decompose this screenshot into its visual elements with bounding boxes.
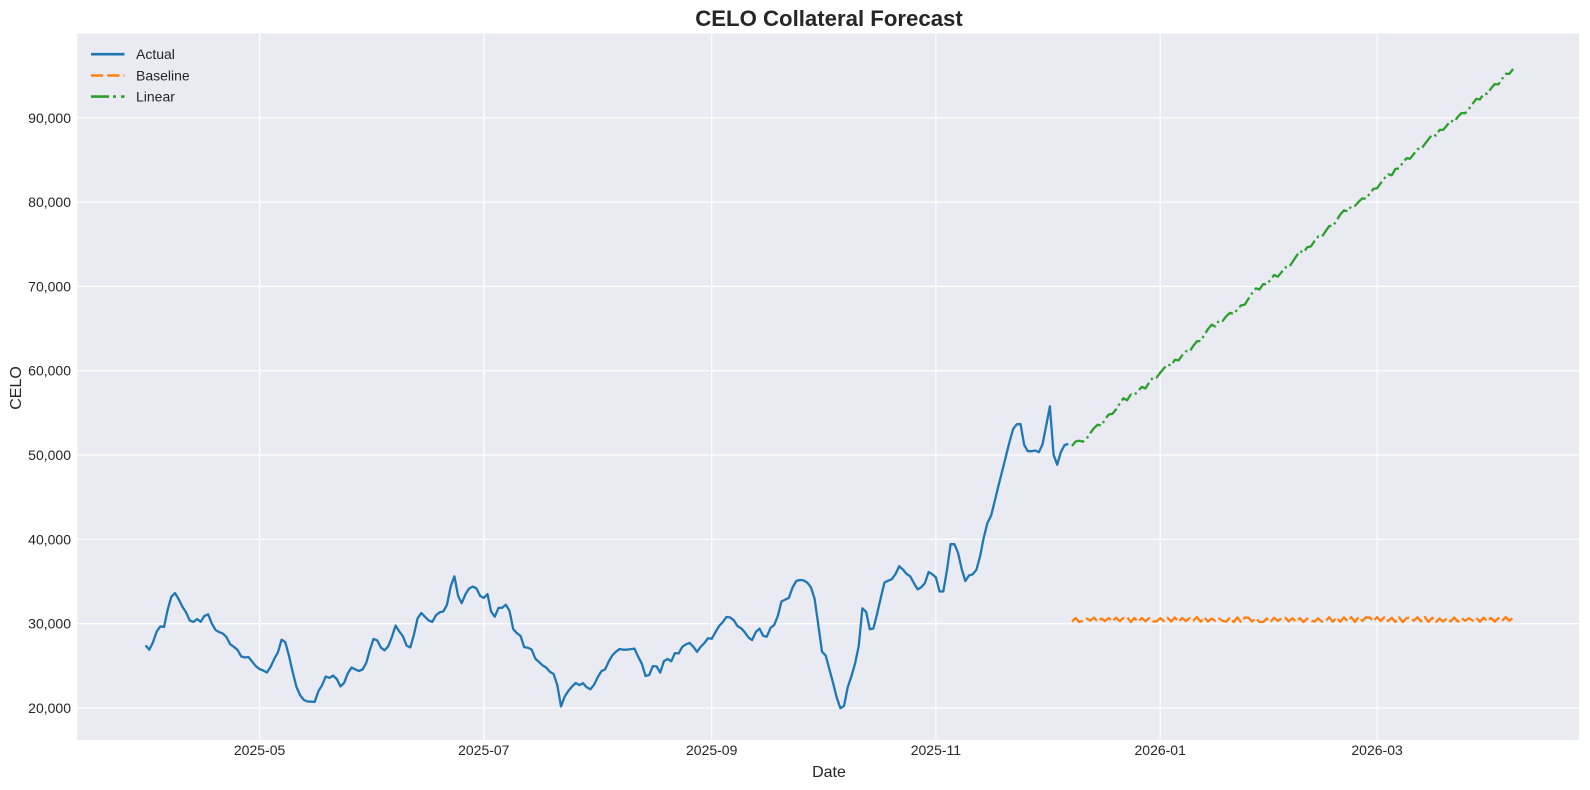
svg-text:CELO: CELO (8, 366, 25, 410)
svg-text:CELO Collateral Forecast: CELO Collateral Forecast (695, 6, 963, 31)
svg-text:2025-07: 2025-07 (458, 742, 510, 758)
svg-text:60,000: 60,000 (28, 363, 71, 379)
svg-text:40,000: 40,000 (28, 531, 71, 547)
svg-text:2025-09: 2025-09 (686, 742, 738, 758)
svg-text:Date: Date (812, 764, 846, 781)
svg-text:Actual: Actual (136, 46, 175, 62)
svg-text:70,000: 70,000 (28, 278, 71, 294)
svg-text:2025-11: 2025-11 (911, 742, 962, 758)
svg-text:Linear: Linear (136, 88, 175, 104)
svg-text:2025-05: 2025-05 (234, 742, 286, 758)
svg-text:2026-01: 2026-01 (1135, 742, 1187, 758)
svg-text:80,000: 80,000 (28, 194, 71, 210)
svg-text:90,000: 90,000 (28, 110, 71, 126)
svg-text:20,000: 20,000 (28, 700, 71, 716)
svg-text:Baseline: Baseline (136, 67, 190, 83)
svg-text:30,000: 30,000 (28, 616, 71, 632)
svg-text:2026-03: 2026-03 (1351, 742, 1403, 758)
svg-text:50,000: 50,000 (28, 447, 71, 463)
